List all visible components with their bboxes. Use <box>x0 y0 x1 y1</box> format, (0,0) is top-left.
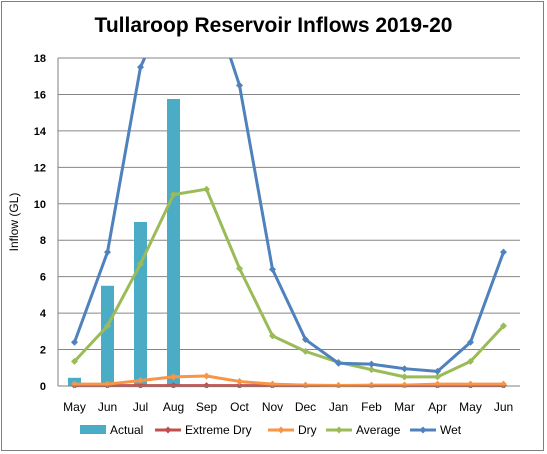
bar-actual <box>101 285 114 386</box>
series-line-dry <box>74 374 504 387</box>
x-tick-label: Jan <box>329 400 348 414</box>
series-line-average <box>73 187 505 379</box>
y-tick-label: 16 <box>34 89 46 101</box>
y-tick-label: 12 <box>34 162 46 174</box>
data-point-wet <box>104 248 111 256</box>
x-tick-label: Jun <box>98 400 117 414</box>
x-tick-label: Mar <box>394 400 415 414</box>
data-point-average <box>269 332 276 340</box>
data-point-average <box>434 373 441 381</box>
data-point-extreme-dry <box>170 382 177 388</box>
data-point-average <box>104 322 111 330</box>
y-tick-label: 10 <box>34 199 46 211</box>
data-point-dry <box>302 381 309 388</box>
legend: Actual Extreme Dry Dry Average Wet <box>80 423 462 437</box>
legend-swatch-marker <box>419 426 427 434</box>
actual-bars <box>68 99 180 386</box>
data-point-average <box>302 347 309 355</box>
data-point-average <box>236 264 243 272</box>
data-point-wet <box>335 359 342 367</box>
bar-actual <box>134 222 147 386</box>
x-tick-label: Sep <box>196 400 218 414</box>
data-point-wet <box>302 336 309 344</box>
data-point-dry <box>236 377 243 385</box>
data-point-wet <box>269 265 276 273</box>
y-tick-label: 8 <box>40 235 46 247</box>
y-tick-label: 2 <box>40 345 46 357</box>
y-tick-label: 4 <box>40 308 47 320</box>
data-point-extreme-dry <box>236 382 243 388</box>
y-tick-labels: 0 2 4 6 8 10 12 14 16 18 <box>34 53 47 393</box>
series-line-wet <box>73 58 505 373</box>
y-tick-label: 6 <box>40 272 46 284</box>
data-point-average <box>170 191 177 199</box>
x-tick-label: Feb <box>361 400 382 414</box>
y-axis-label: Inflow (GL) <box>7 193 21 252</box>
data-point-extreme-dry <box>137 382 144 388</box>
x-tick-labels: May Jun Jul Aug Sep Oct Nov Dec Jan Feb Mar Apr May J… <box>63 400 513 414</box>
data-point-average <box>401 373 408 381</box>
data-point-extreme-dry <box>203 382 210 388</box>
x-tick-label: Dec <box>295 400 316 414</box>
legend-label: Actual <box>110 423 143 437</box>
x-tick-label: Jul <box>133 400 148 414</box>
legend-label: Extreme Dry <box>185 423 252 437</box>
data-point-dry <box>137 377 144 385</box>
legend-label: Wet <box>440 423 462 437</box>
data-point-wet <box>401 365 408 373</box>
data-point-dry <box>368 381 375 388</box>
data-point-wet <box>368 360 375 368</box>
x-tick-label: Jun <box>494 400 513 414</box>
data-point-dry <box>401 381 408 388</box>
legend-label: Average <box>356 423 401 437</box>
data-point-wet <box>71 338 78 346</box>
data-point-dry <box>203 372 210 380</box>
data-point-wet <box>434 367 441 375</box>
data-point-average <box>500 322 507 330</box>
data-point-dry <box>170 373 177 381</box>
x-tick-label: May <box>459 400 482 414</box>
data-point-dry <box>335 381 342 388</box>
legend-swatch-marker <box>335 426 343 434</box>
x-tick-label: Nov <box>262 400 283 414</box>
y-tick-label: 0 <box>40 381 46 393</box>
legend-swatch-actual <box>80 425 106 434</box>
y-tick-label: 18 <box>34 53 46 65</box>
legend-label: Dry <box>298 423 317 437</box>
data-point-wet <box>467 338 474 346</box>
data-point-wet <box>236 81 243 89</box>
x-tick-label: Aug <box>163 400 184 414</box>
x-tick-label: May <box>63 400 86 414</box>
data-point-average <box>71 357 78 365</box>
data-point-average <box>203 185 210 193</box>
legend-swatch-marker <box>277 426 285 434</box>
y-tick-label: 14 <box>34 126 47 138</box>
data-point-average <box>137 260 144 268</box>
bar-actual <box>167 99 180 386</box>
chart-title: Tullaroop Reservoir Inflows 2019-20 <box>94 14 453 37</box>
data-point-average <box>368 366 375 374</box>
data-point-average <box>467 357 474 365</box>
data-point-wet <box>137 63 144 71</box>
legend-swatch-marker <box>164 426 172 434</box>
data-point-wet <box>500 248 507 256</box>
x-tick-label: Apr <box>428 400 447 414</box>
x-tick-label: Oct <box>230 400 249 414</box>
